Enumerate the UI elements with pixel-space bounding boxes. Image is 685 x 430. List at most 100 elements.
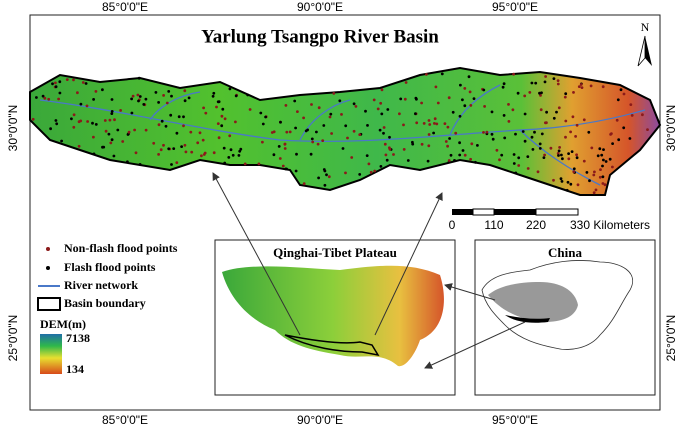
- flood-point: [338, 99, 342, 103]
- flood-point: [516, 91, 520, 95]
- flood-point: [485, 130, 489, 134]
- arrow: [212, 172, 301, 336]
- flood-point: [84, 82, 88, 85]
- legend-symbol: [46, 247, 50, 251]
- flood-point: [175, 131, 179, 135]
- flood-point: [306, 128, 309, 132]
- flood-point: [503, 136, 507, 140]
- flood-point: [203, 151, 207, 155]
- flood-point: [270, 131, 274, 134]
- flood-point: [476, 144, 479, 147]
- flood-point: [72, 113, 76, 117]
- flood-point: [512, 162, 516, 165]
- flood-point: [461, 98, 464, 102]
- flood-point: [567, 152, 570, 156]
- flood-point: [406, 159, 410, 162]
- flood-point: [558, 146, 561, 149]
- flood-point: [514, 171, 518, 175]
- flood-point: [596, 154, 600, 158]
- flood-point: [216, 100, 220, 104]
- north-label: N: [641, 20, 650, 34]
- flood-point: [538, 91, 541, 95]
- flood-point: [427, 144, 431, 148]
- flood-point: [72, 78, 75, 82]
- flood-point: [545, 121, 548, 125]
- flood-point: [55, 122, 59, 126]
- legend-symbol: [46, 266, 50, 270]
- flood-point: [458, 153, 462, 157]
- flood-point: [293, 99, 297, 103]
- flood-point: [628, 137, 632, 140]
- flood-point: [433, 122, 436, 125]
- lat-label: 25°0'0"N: [6, 315, 20, 362]
- flood-point: [388, 135, 391, 139]
- flood-point: [598, 147, 602, 151]
- legend-symbol: [37, 297, 61, 311]
- flood-point: [187, 96, 191, 100]
- flood-point: [109, 141, 113, 145]
- flood-point: [94, 90, 98, 93]
- flood-point: [453, 159, 456, 162]
- flood-point: [134, 151, 138, 155]
- flood-point: [70, 117, 73, 121]
- flood-point: [444, 140, 448, 143]
- flood-point: [552, 77, 556, 80]
- flood-point: [101, 88, 104, 92]
- flood-point: [564, 135, 567, 139]
- flood-point: [110, 138, 114, 142]
- flood-point: [325, 173, 328, 177]
- flood-point: [482, 88, 486, 92]
- flood-point: [285, 130, 289, 134]
- flood-point: [142, 103, 146, 106]
- flood-point: [170, 94, 173, 98]
- flood-point: [544, 75, 547, 78]
- flood-point: [427, 133, 431, 136]
- flood-point: [467, 75, 471, 79]
- flood-point: [498, 158, 501, 162]
- map-title: Yarlung Tsangpo River Basin: [201, 26, 439, 47]
- flood-point: [507, 120, 511, 123]
- flood-point: [447, 96, 451, 100]
- flood-point: [283, 147, 287, 150]
- flood-point: [523, 139, 527, 143]
- flood-point: [415, 121, 419, 125]
- flood-point: [126, 133, 130, 136]
- flood-point: [402, 123, 405, 127]
- flood-point: [446, 144, 449, 148]
- flood-point: [517, 164, 521, 167]
- flood-point: [157, 153, 161, 156]
- flood-point: [116, 128, 120, 132]
- flood-point: [600, 153, 604, 157]
- flood-point: [432, 131, 435, 135]
- flood-point: [538, 147, 542, 150]
- flood-point: [133, 128, 137, 132]
- flood-point: [601, 164, 604, 168]
- flood-point: [108, 118, 112, 122]
- flood-point: [231, 153, 235, 157]
- flood-point: [599, 168, 602, 172]
- flood-point: [540, 132, 544, 136]
- flood-point: [564, 119, 568, 123]
- flood-point: [92, 98, 95, 101]
- river-network: [39, 84, 646, 186]
- flood-point: [119, 109, 122, 112]
- flood-point: [575, 156, 579, 160]
- flood-point: [238, 149, 242, 153]
- flood-point: [283, 142, 287, 146]
- flood-point: [542, 156, 546, 160]
- china-plateau: [488, 282, 578, 322]
- flood-point: [159, 148, 163, 152]
- flood-point: [528, 91, 532, 94]
- flood-point: [366, 124, 369, 127]
- flood-point: [352, 102, 356, 106]
- flood-point: [212, 91, 216, 95]
- flood-point: [592, 173, 596, 177]
- flood-point: [379, 165, 383, 168]
- flood-point: [556, 152, 560, 155]
- flood-point: [310, 137, 314, 141]
- flood-point: [447, 159, 451, 162]
- flood-points: [31, 72, 649, 195]
- flood-point: [483, 105, 486, 108]
- flood-point: [461, 149, 465, 152]
- flood-point: [196, 141, 200, 145]
